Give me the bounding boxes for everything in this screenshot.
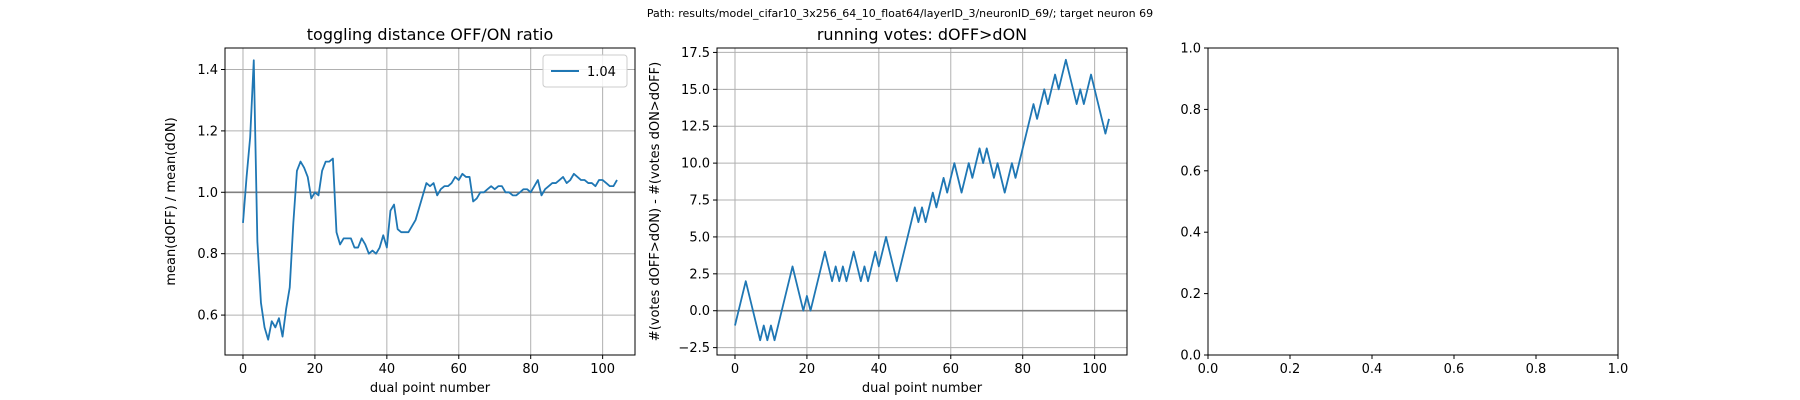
- x-tick-label: 1.0: [1608, 362, 1629, 377]
- chart-1: 0 20 40 60 80 100 0.6 0.8 1.0 1.2 1.4 toggling dist…: [164, 25, 636, 396]
- y-tick-label: 5.0: [689, 230, 710, 245]
- x-tick-label: 0: [731, 362, 739, 377]
- axes-frame: [716, 47, 1128, 356]
- chart-3: 0.0 0.2 0.4 0.6 0.8 1.0 0.0 0.2 0.4 0.6 0.8 1.0: [1180, 42, 1628, 378]
- y-tick-label: 0.0: [689, 304, 710, 319]
- series-line: [734, 58, 1110, 342]
- y-tick-label: 10.0: [681, 157, 710, 172]
- legend: 1.04: [542, 54, 628, 88]
- y-tick-label: 0.6: [1180, 164, 1201, 179]
- x-tick-label: 0: [239, 362, 247, 377]
- y-tick-label: 1.4: [197, 63, 218, 78]
- x-tick-label: 20: [799, 362, 816, 377]
- x-tick-label: 40: [379, 362, 396, 377]
- x-tick-label: 80: [1014, 362, 1031, 377]
- x-tick-label: 60: [942, 362, 959, 377]
- y-tick-label: 15.0: [681, 83, 710, 98]
- y-tick-label: 0.8: [1180, 103, 1201, 118]
- x-tick-label: 100: [590, 362, 615, 377]
- legend-box: [542, 54, 628, 88]
- chart-title: running votes: dOFF>dON: [817, 25, 1027, 44]
- x-tick-label: 0.8: [1526, 362, 1547, 377]
- y-tick-label: 0.0: [1180, 349, 1201, 364]
- y-axis-label: #(votes dOFF>dON) - #(votes dON>dOFF): [648, 62, 663, 341]
- y-tick-label: −2.5: [678, 341, 710, 356]
- x-axis-label: dual point number: [862, 381, 983, 396]
- x-tick-label: 0.6: [1444, 362, 1465, 377]
- y-axis-label: mean(dOFF) / mean(dON): [164, 117, 179, 285]
- x-tick-label: 60: [450, 362, 467, 377]
- y-tick-label: 0.4: [1180, 226, 1201, 241]
- y-tick-label: 1.0: [1180, 42, 1201, 57]
- y-tick-label: 0.8: [197, 247, 218, 262]
- figure-suptitle: Path: results/model_cifar10_3x256_64_10_…: [646, 7, 1154, 20]
- y-tick-label: 2.5: [689, 267, 710, 282]
- x-tick-label: 20: [307, 362, 324, 377]
- y-tick-label: 1.2: [197, 124, 218, 139]
- chart-title: toggling distance OFF/ON ratio: [307, 25, 553, 44]
- x-tick-label: 80: [522, 362, 539, 377]
- y-tick-label: 12.5: [681, 120, 710, 135]
- x-tick-label: 40: [871, 362, 888, 377]
- y-tick-label: 0.6: [197, 309, 218, 324]
- x-axis-label: dual point number: [370, 381, 491, 396]
- x-tick-label: 100: [1082, 362, 1107, 377]
- y-tick-label: 1.0: [197, 186, 218, 201]
- y-tick-label: 7.5: [689, 194, 710, 209]
- chart-2: 0 20 40 60 80 100 −2.5 0.0 2.5 5.0 7.5 10.0 12.5 15.0…: [648, 25, 1128, 396]
- x-tick-label: 0.0: [1198, 362, 1219, 377]
- axes-frame: [224, 47, 636, 356]
- y-tick-label: 0.2: [1180, 287, 1201, 302]
- x-tick-label: 0.4: [1362, 362, 1383, 377]
- legend-label: 1.04: [587, 65, 616, 80]
- x-tick-label: 0.2: [1280, 362, 1301, 377]
- series-line: [242, 59, 618, 341]
- axes-frame: [1207, 47, 1619, 356]
- y-tick-label: 17.5: [681, 46, 710, 61]
